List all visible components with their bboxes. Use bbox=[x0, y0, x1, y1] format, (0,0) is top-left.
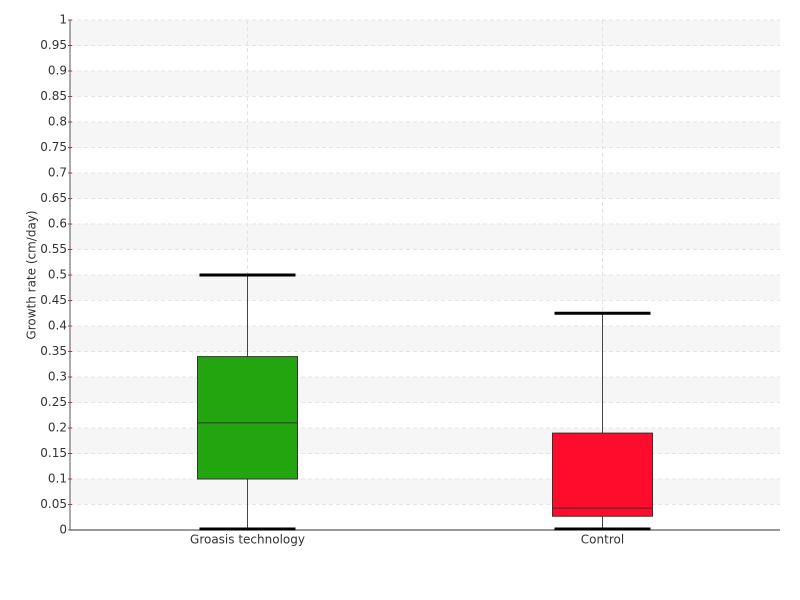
grid-band bbox=[70, 428, 780, 454]
box bbox=[197, 356, 298, 480]
grid-band bbox=[70, 122, 780, 148]
box bbox=[552, 432, 653, 517]
y-tick-label: 0.85 bbox=[40, 89, 67, 103]
y-tick-label: 0.45 bbox=[40, 293, 67, 307]
grid-band bbox=[70, 377, 780, 403]
x-tick-label: Groasis technology bbox=[190, 533, 305, 547]
y-tick-label: 0.3 bbox=[48, 370, 67, 384]
y-tick-label: 0.8 bbox=[48, 115, 67, 129]
y-tick-label: 0.7 bbox=[48, 166, 67, 180]
y-tick-label: 1 bbox=[59, 13, 67, 27]
y-axis-label: Growth rate (cm/day) bbox=[25, 210, 39, 339]
grid-band bbox=[70, 326, 780, 352]
y-tick-label: 0.25 bbox=[40, 395, 67, 409]
y-tick-label: 0.15 bbox=[40, 446, 67, 460]
grid-band bbox=[70, 224, 780, 250]
grid-band bbox=[70, 173, 780, 199]
x-tick-label: Control bbox=[581, 533, 624, 547]
grid-band bbox=[70, 20, 780, 46]
y-tick-label: 0 bbox=[59, 523, 67, 537]
y-tick-label: 0.1 bbox=[48, 472, 67, 486]
y-tick-label: 0.05 bbox=[40, 497, 67, 511]
grid-band bbox=[70, 275, 780, 301]
grid-band bbox=[70, 479, 780, 505]
grid-band bbox=[70, 71, 780, 97]
y-tick-label: 0.35 bbox=[40, 344, 67, 358]
y-tick-label: 0.5 bbox=[48, 268, 67, 282]
y-tick-label: 0.55 bbox=[40, 242, 67, 256]
y-tick-label: 0.9 bbox=[48, 64, 67, 78]
y-tick-label: 0.4 bbox=[48, 319, 67, 333]
y-tick-label: 0.75 bbox=[40, 140, 67, 154]
y-tick-label: 0.65 bbox=[40, 191, 67, 205]
y-tick-label: 0.6 bbox=[48, 217, 67, 231]
y-tick-label: 0.95 bbox=[40, 38, 67, 52]
y-tick-label: 0.2 bbox=[48, 421, 67, 435]
